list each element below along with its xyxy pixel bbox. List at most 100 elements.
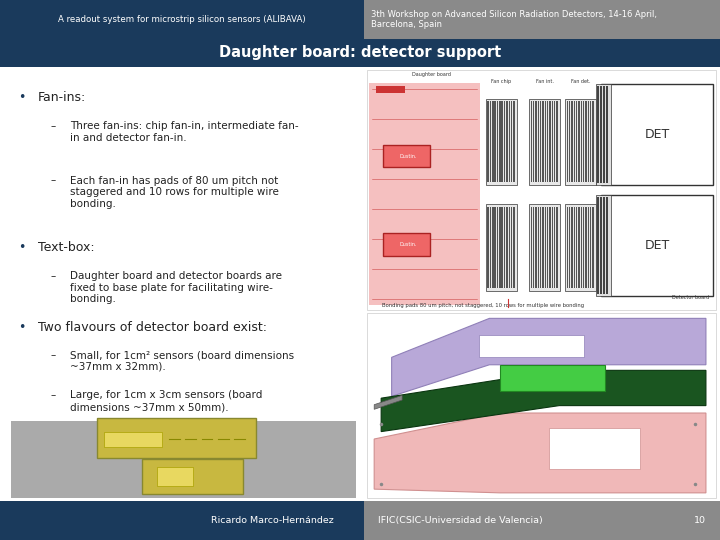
FancyBboxPatch shape [565, 98, 596, 185]
FancyBboxPatch shape [499, 101, 500, 183]
FancyBboxPatch shape [601, 84, 713, 185]
FancyBboxPatch shape [531, 101, 532, 183]
FancyBboxPatch shape [364, 0, 720, 39]
FancyBboxPatch shape [383, 233, 430, 256]
Text: Fan det.: Fan det. [571, 79, 590, 84]
FancyBboxPatch shape [529, 204, 560, 291]
FancyBboxPatch shape [490, 101, 491, 183]
FancyBboxPatch shape [367, 70, 716, 310]
FancyBboxPatch shape [508, 101, 510, 183]
FancyBboxPatch shape [580, 101, 582, 183]
FancyBboxPatch shape [574, 207, 575, 288]
FancyBboxPatch shape [598, 197, 599, 294]
Text: Dustin.: Dustin. [400, 242, 417, 247]
FancyBboxPatch shape [531, 207, 532, 288]
FancyBboxPatch shape [11, 421, 356, 498]
FancyBboxPatch shape [490, 207, 491, 288]
FancyBboxPatch shape [544, 207, 546, 288]
Text: A readout system for microstrip silicon sensors (ALIBAVA): A readout system for microstrip silicon … [58, 15, 305, 24]
FancyBboxPatch shape [547, 101, 549, 183]
Text: Ricardo Marco-Hernández: Ricardo Marco-Hernández [212, 516, 334, 525]
Text: DET: DET [644, 239, 670, 252]
Text: –: – [50, 390, 55, 400]
FancyBboxPatch shape [596, 84, 611, 185]
FancyBboxPatch shape [597, 86, 598, 183]
Text: –: – [50, 350, 55, 360]
FancyBboxPatch shape [604, 86, 605, 183]
Polygon shape [500, 364, 605, 391]
FancyBboxPatch shape [600, 86, 601, 183]
Text: •: • [18, 321, 25, 334]
Text: Fan int.: Fan int. [536, 79, 554, 84]
Text: –: – [50, 271, 55, 281]
FancyBboxPatch shape [557, 207, 558, 288]
FancyBboxPatch shape [601, 197, 602, 294]
FancyBboxPatch shape [535, 207, 537, 288]
FancyBboxPatch shape [593, 207, 594, 288]
FancyBboxPatch shape [588, 101, 589, 183]
FancyBboxPatch shape [495, 207, 496, 288]
FancyBboxPatch shape [542, 101, 544, 183]
FancyBboxPatch shape [585, 101, 587, 183]
Text: •: • [18, 91, 25, 104]
FancyBboxPatch shape [495, 101, 496, 183]
FancyBboxPatch shape [547, 207, 549, 288]
FancyBboxPatch shape [487, 101, 489, 183]
Text: Detector board: Detector board [672, 295, 709, 300]
FancyBboxPatch shape [569, 207, 570, 288]
Polygon shape [381, 370, 706, 431]
FancyBboxPatch shape [0, 501, 364, 540]
FancyBboxPatch shape [497, 101, 498, 183]
FancyBboxPatch shape [585, 207, 587, 288]
Text: 3th Workshop on Advanced Silicon Radiation Detectors, 14-16 April,
Barcelona, Sp: 3th Workshop on Advanced Silicon Radiati… [371, 10, 657, 29]
FancyBboxPatch shape [0, 39, 720, 67]
Text: Fan chip: Fan chip [492, 79, 511, 84]
FancyBboxPatch shape [533, 101, 534, 183]
FancyBboxPatch shape [565, 204, 596, 291]
FancyBboxPatch shape [369, 83, 480, 305]
FancyBboxPatch shape [552, 207, 553, 288]
FancyBboxPatch shape [598, 86, 599, 183]
FancyBboxPatch shape [557, 101, 558, 183]
FancyBboxPatch shape [554, 101, 556, 183]
FancyBboxPatch shape [486, 98, 517, 185]
Text: Large, for 1cm x 3cm sensors (board
dimensions ~37mm x 50mm).: Large, for 1cm x 3cm sensors (board dime… [70, 390, 262, 412]
Text: Dustin.: Dustin. [400, 153, 417, 159]
FancyBboxPatch shape [376, 86, 405, 93]
FancyBboxPatch shape [492, 207, 494, 288]
Text: –: – [50, 176, 55, 186]
FancyBboxPatch shape [583, 101, 585, 183]
Text: •: • [18, 241, 25, 254]
FancyBboxPatch shape [583, 207, 585, 288]
Text: –: – [50, 122, 55, 131]
Text: Daughter board: detector support: Daughter board: detector support [219, 45, 501, 60]
Text: Daughter board: Daughter board [412, 72, 451, 77]
FancyBboxPatch shape [513, 101, 515, 183]
FancyBboxPatch shape [97, 417, 256, 458]
FancyBboxPatch shape [601, 195, 713, 296]
FancyBboxPatch shape [600, 197, 601, 294]
FancyBboxPatch shape [549, 101, 551, 183]
FancyBboxPatch shape [552, 101, 553, 183]
FancyBboxPatch shape [588, 207, 589, 288]
Text: IFIC(CSIC-Universidad de Valencia): IFIC(CSIC-Universidad de Valencia) [378, 516, 543, 525]
FancyBboxPatch shape [576, 101, 577, 183]
FancyBboxPatch shape [511, 207, 513, 288]
Polygon shape [374, 395, 402, 409]
FancyBboxPatch shape [533, 207, 534, 288]
FancyBboxPatch shape [0, 0, 364, 39]
FancyBboxPatch shape [535, 101, 537, 183]
FancyBboxPatch shape [574, 101, 575, 183]
Text: Three fan-ins: chip fan-in, intermediate fan-
in and detector fan-in.: Three fan-ins: chip fan-in, intermediate… [70, 122, 299, 143]
Polygon shape [374, 413, 706, 493]
FancyBboxPatch shape [607, 86, 608, 183]
FancyBboxPatch shape [513, 207, 515, 288]
Polygon shape [479, 335, 584, 357]
FancyBboxPatch shape [506, 101, 508, 183]
FancyBboxPatch shape [580, 207, 582, 288]
FancyBboxPatch shape [572, 207, 573, 288]
Text: Small, for 1cm² sensors (board dimensions
~37mm x 32mm).: Small, for 1cm² sensors (board dimension… [70, 350, 294, 372]
FancyBboxPatch shape [367, 313, 716, 498]
FancyBboxPatch shape [597, 197, 598, 294]
FancyBboxPatch shape [506, 207, 508, 288]
